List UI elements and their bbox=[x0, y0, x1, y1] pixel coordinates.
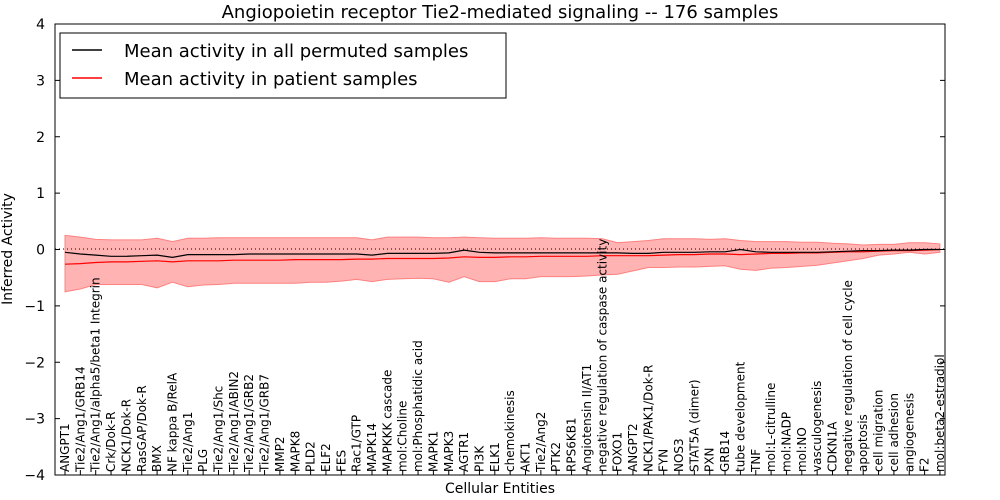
x-tick-label: tube development bbox=[733, 361, 747, 472]
x-tick-label: Tie2/Ang1 bbox=[181, 412, 195, 473]
x-tick-label: FOXO1 bbox=[611, 432, 625, 472]
x-tick-label: NCK1/PAK1/Dok-R bbox=[641, 365, 655, 472]
x-tick-label: TNF bbox=[749, 449, 763, 473]
x-tick-label: ANGPT2 bbox=[626, 423, 640, 472]
x-tick-label: mol:NADP bbox=[779, 412, 793, 472]
x-tick-label: Rac1/GTP bbox=[350, 415, 364, 472]
y-tick-label: 1 bbox=[36, 186, 45, 202]
x-tick-label: Tie2/Ang1/GRB7 bbox=[258, 374, 272, 473]
y-tick-label: −4 bbox=[24, 468, 45, 484]
x-tick-label: RasGAP/Dok-R bbox=[135, 385, 149, 472]
x-tick-label: AGTR1 bbox=[457, 432, 471, 472]
x-tick-label: Tie2/Ang1/GRB2 bbox=[242, 374, 256, 473]
x-tick-label: MAPK3 bbox=[442, 431, 456, 472]
x-axis-label: Cellular Entities bbox=[445, 481, 555, 497]
x-tick-label: mol:L-citrulline bbox=[764, 383, 778, 472]
legend-label-permuted: Mean activity in all permuted samples bbox=[124, 41, 468, 62]
x-tick-label: mol:Phosphatidic acid bbox=[411, 340, 425, 472]
x-tick-label: mol:beta2-estradiol bbox=[933, 354, 947, 472]
y-tick-label: −1 bbox=[24, 299, 45, 315]
x-tick-label: Angiotensin II/AT1 bbox=[580, 364, 594, 472]
legend-box bbox=[59, 32, 507, 99]
x-tick-label: MAPK8 bbox=[288, 431, 302, 472]
x-tick-label: NOS3 bbox=[672, 438, 686, 472]
x-tick-label: apoptosis bbox=[856, 414, 870, 472]
x-tick-label: MAPKKK cascade bbox=[380, 370, 394, 472]
x-tick-label: PTK2 bbox=[549, 442, 563, 472]
legend-label-patient: Mean activity in patient samples bbox=[124, 69, 418, 90]
x-tick-label: mol:Choline bbox=[396, 401, 410, 472]
x-tick-label: cell adhesion bbox=[887, 393, 901, 472]
x-tick-label: Tie2/Ang2 bbox=[534, 412, 548, 473]
x-tick-label: MMP2 bbox=[273, 436, 287, 472]
x-tick-label: PLG bbox=[196, 449, 210, 472]
x-tick-label: Tie2/Ang1/GRB14 bbox=[73, 366, 87, 473]
x-tick-label: NCK1/Dok-R bbox=[119, 399, 133, 472]
x-tick-label: angiogenesis bbox=[902, 393, 916, 472]
permuted-mean-line bbox=[64, 248, 940, 259]
x-tick-label: negative regulation of cell cycle bbox=[841, 280, 855, 472]
x-tick-label: PI3K bbox=[472, 445, 486, 472]
x-tick-label: PXN bbox=[703, 448, 717, 472]
x-tick-label: negative regulation of caspase activity bbox=[595, 239, 609, 472]
x-tick-label: AKT1 bbox=[519, 442, 533, 472]
x-tick-label: BMX bbox=[150, 445, 164, 472]
x-tick-label: chemokinesis bbox=[503, 390, 517, 472]
x-tick-label: ELF2 bbox=[319, 443, 333, 472]
x-tick-label: mol:NO bbox=[795, 427, 809, 472]
y-axis-label: Inferred Activity bbox=[0, 193, 16, 305]
y-tick-label: −3 bbox=[24, 412, 45, 428]
y-tick-label: 3 bbox=[36, 73, 45, 89]
x-tick-label: FYN bbox=[657, 449, 671, 472]
x-tick-label: ELK1 bbox=[488, 442, 502, 472]
x-tick-label: NF kappa B/RelA bbox=[165, 372, 179, 472]
y-tick-label: 0 bbox=[36, 243, 45, 259]
x-axis: ANGPT1 Tie2/Ang1/GRB14 Tie2/Ang1/alpha5/be… bbox=[58, 239, 947, 475]
x-tick-label: vasculogenesis bbox=[810, 381, 824, 472]
x-tick-label: Tie2/Ang1/ABIN2 bbox=[227, 371, 241, 473]
x-tick-label: Tie2/Ang1/alpha5/beta1 Integrin bbox=[89, 277, 103, 473]
x-tick-label: CDKN1A bbox=[826, 421, 840, 472]
series-lines-layer bbox=[64, 248, 940, 265]
y-tick-label: 4 bbox=[36, 17, 45, 33]
x-tick-label: PLD2 bbox=[304, 441, 318, 472]
x-tick-label: ANGPT1 bbox=[58, 423, 72, 472]
patient-mean-line bbox=[64, 248, 940, 265]
y-tick-label: 2 bbox=[36, 130, 45, 146]
legend: Mean activity in all permuted samples Me… bbox=[59, 32, 507, 99]
x-tick-label: F2 bbox=[918, 457, 932, 472]
y-axis: −4 −3 −2 −1 0 1 2 3 4 bbox=[24, 17, 945, 484]
activity-band-layer bbox=[64, 234, 941, 293]
x-tick-label: FES bbox=[334, 450, 348, 472]
x-tick-label: MAPK14 bbox=[365, 423, 379, 472]
x-tick-label: GRB14 bbox=[718, 431, 732, 472]
x-tick-label: MAPK1 bbox=[426, 431, 440, 472]
x-tick-label: cell migration bbox=[872, 390, 886, 472]
x-tick-label: Tie2/Ang1/Shc bbox=[212, 386, 226, 473]
chart-title: Angiopoietin receptor Tie2-mediated sign… bbox=[222, 2, 779, 23]
x-tick-label: Crk/Dok-R bbox=[104, 411, 118, 472]
patient-activity-band bbox=[64, 234, 941, 293]
x-tick-label: RPS6KB1 bbox=[565, 417, 579, 472]
x-tick-label: STAT5A (dimer) bbox=[687, 379, 701, 472]
y-tick-label: −2 bbox=[24, 355, 45, 371]
